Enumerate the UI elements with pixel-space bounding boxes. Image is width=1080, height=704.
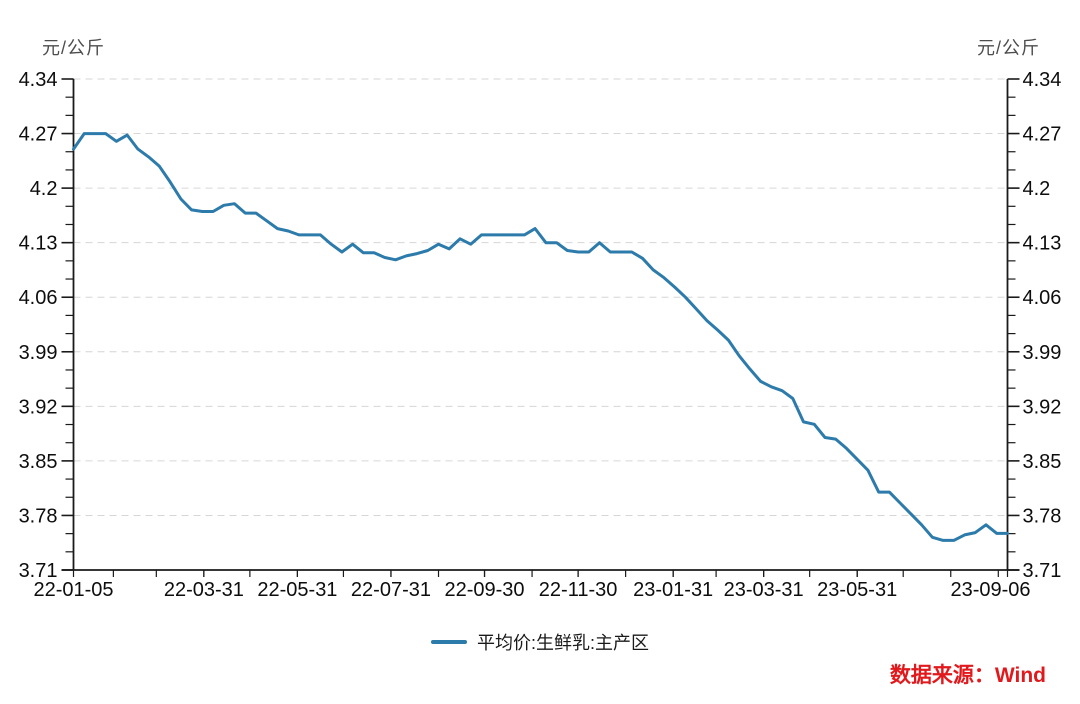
- x-tick-label: 23-05-31: [817, 579, 897, 601]
- axes: [61, 79, 1020, 571]
- x-tick-label: 23-03-31: [724, 579, 804, 601]
- y-tick-label-left: 3.85: [19, 451, 58, 473]
- y-tick-label-left: 3.71: [19, 560, 58, 582]
- series: [72, 132, 1009, 542]
- x-tick-label: 23-09-06: [950, 579, 1030, 601]
- x-tick-label: 23-01-31: [633, 579, 713, 601]
- y-tick-label-left: 4.27: [19, 124, 58, 146]
- y-tick-label-right: 3.78: [1023, 505, 1062, 527]
- y-tick-label-left: 4.2: [30, 178, 58, 200]
- x-tick-label: 22-03-31: [164, 579, 244, 601]
- y-axis-unit-left: 元/公斤: [42, 38, 106, 58]
- x-tick-label: 22-09-30: [444, 579, 524, 601]
- y-tick-label-right: 4.34: [1023, 69, 1062, 91]
- y-tick-label-left: 4.34: [19, 69, 58, 91]
- x-tick-label: 22-11-30: [539, 579, 618, 601]
- y-tick-label-right: 3.71: [1023, 560, 1062, 582]
- y-axis-unit-right: 元/公斤: [976, 38, 1040, 58]
- gridlines: [73, 78, 1008, 571]
- y-tick-label-right: 4.06: [1023, 287, 1062, 309]
- y-tick-label-right: 3.92: [1023, 396, 1062, 418]
- data-source: 数据来源：Wind: [889, 664, 1046, 687]
- y-tick-label-right: 4.13: [1023, 233, 1062, 255]
- y-axis-left: 4.34 4.27 4.2 4.13 4.06 3.99 3.92 3.85 3.78 3.71: [19, 69, 74, 582]
- y-tick-label-left: 4.13: [19, 233, 58, 255]
- x-tick-label: 22-07-31: [351, 579, 431, 601]
- legend: 平均价:生鲜乳:主产区: [0, 629, 1080, 655]
- series-line: [72, 132, 1009, 542]
- y-axis-right: 4.34 4.27 4.2 4.13 4.06 3.99 3.92 3.85 3.78 3.71: [1007, 69, 1062, 582]
- y-tick-label-left: 3.78: [19, 505, 58, 527]
- legend-line-swatch: [430, 640, 467, 644]
- x-tick-label: 22-01-05: [33, 579, 113, 601]
- y-tick-label-right: 4.2: [1023, 178, 1051, 200]
- y-tick-label-right: 3.85: [1023, 451, 1062, 473]
- y-tick-label-right: 4.27: [1023, 124, 1062, 146]
- x-axis: 22-01-05 22-03-31 22-05-31 22-07-31 22-09-30…: [33, 570, 1031, 601]
- y-tick-label-right: 3.99: [1023, 342, 1062, 364]
- y-tick-label-left: 3.92: [19, 396, 58, 418]
- x-tick-label: 22-05-31: [257, 579, 337, 601]
- y-tick-label-left: 3.99: [19, 342, 58, 364]
- legend-label: 平均价:生鲜乳:主产区: [476, 633, 649, 653]
- y-tick-label-left: 4.06: [19, 287, 58, 309]
